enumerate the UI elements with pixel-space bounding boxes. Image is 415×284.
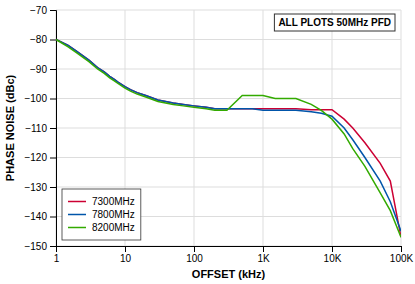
y-axis-tick-mark [50, 217, 56, 218]
legend: 7300MHz 7800MHz 8200MHz [62, 189, 141, 240]
y-axis-tick-label: −110 [25, 123, 47, 134]
x-axis: 1 10 100 1K 10K 100K [54, 246, 414, 264]
x-axis-tick: 100K [390, 246, 414, 264]
y-axis-tick-mark [50, 99, 56, 100]
x-axis-tick-label: 10K [324, 253, 342, 264]
y-axis-tick-label: −90 [30, 64, 47, 75]
y-axis-tick-mark [50, 69, 56, 70]
x-axis-tick-mark [125, 246, 126, 252]
chart: 1101001K10K100K−150−140−130−120−110−100−… [0, 0, 415, 284]
y-axis-tick-mark [50, 128, 56, 129]
legend-swatch [68, 214, 86, 216]
y-axis-tick-mark [50, 246, 56, 247]
y-grid-line [56, 187, 401, 188]
y-grid-line [56, 69, 401, 70]
y-axis-tick-label: −120 [24, 152, 47, 163]
y-axis-tick-label: −100 [24, 93, 47, 104]
y-axis-tick: −100 [24, 93, 56, 104]
y-axis-tick-mark [50, 187, 56, 188]
series-line [56, 40, 401, 232]
y-grid-line [56, 98, 401, 99]
annotation-text: ALL PLOTS 50MHz PFD [278, 17, 391, 28]
x-axis-tick-mark [332, 246, 333, 252]
y-axis-tick-mark [50, 10, 56, 11]
y-axis-tick-label: −70 [30, 5, 47, 16]
x-axis-tick-label: 1K [257, 253, 270, 264]
y-axis-tick-label: −130 [24, 182, 47, 193]
y-axis-tick: −80 [30, 34, 56, 45]
legend-label: 8200MHz [92, 222, 135, 233]
y-grid-line [56, 157, 401, 158]
x-axis-tick: 10K [324, 246, 342, 264]
x-axis-tick-label: 1 [54, 253, 60, 264]
x-axis-line [57, 247, 402, 253]
y-axis-tick: −110 [25, 123, 56, 134]
y-grid-line [56, 39, 401, 40]
y-axis-tick-mark [50, 158, 56, 159]
y-grid-line [56, 10, 401, 11]
x-axis-tick: 1K [257, 246, 270, 264]
y-axis-tick-label: −80 [30, 34, 47, 45]
y-axis-tick: −130 [24, 182, 56, 193]
x-axis-tick-mark [401, 246, 402, 252]
y-axis-tick: −150 [24, 241, 56, 252]
y-axis-tick-label: −150 [24, 241, 47, 252]
x-axis-tick: 100 [186, 246, 203, 264]
y-axis-tick: −70 [30, 5, 56, 16]
annotation-box [274, 14, 395, 31]
y-axis-line [50, 11, 57, 247]
x-axis-tick-label: 10 [120, 253, 132, 264]
legend-swatch [68, 227, 86, 229]
y-axis: −150 −140 −130 −120 −110 −100 −90 −80 −70 [24, 5, 56, 252]
plot: 1101001K10K100K−150−140−130−120−110−100−… [24, 5, 413, 264]
y-axis-tick-mark [50, 40, 56, 41]
legend-label: 7300MHz [92, 196, 135, 207]
x-axis-tick-mark [263, 246, 264, 252]
y-axis-tick: −120 [24, 152, 56, 163]
x-axis-tick-mark [194, 246, 195, 252]
y-axis-tick: −90 [30, 64, 56, 75]
legend-swatch [68, 201, 86, 203]
x-axis-tick: 10 [120, 246, 132, 264]
x-axis-tick: 1 [54, 246, 60, 264]
background [0, 0, 415, 284]
y-axis-tick: −140 [24, 211, 56, 222]
x-axis-tick-label: 100 [186, 253, 203, 264]
y-axis-tick-label: −140 [24, 211, 47, 222]
x-axis-tick-label: 100K [390, 253, 414, 264]
y-axis-title: PHASE NOISE (dBc) [4, 74, 16, 181]
x-axis-title: OFFSET (kHz) [192, 268, 266, 280]
annotation: ALL PLOTS 50MHz PFD [274, 14, 395, 31]
y-grid-line [56, 128, 401, 129]
legend-box [62, 189, 141, 240]
grid [56, 10, 401, 246]
legend-label: 7800MHz [92, 209, 135, 220]
